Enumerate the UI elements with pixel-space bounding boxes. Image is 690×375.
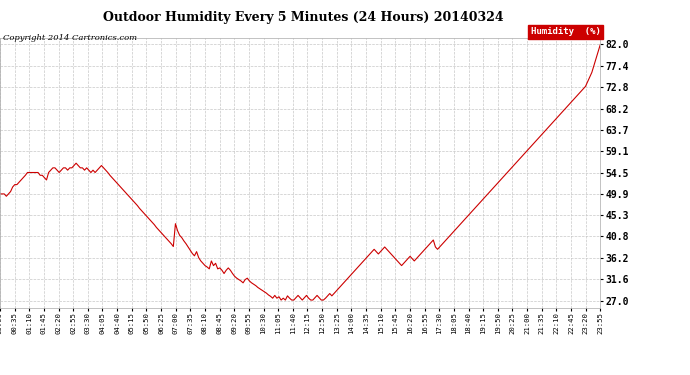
Text: Outdoor Humidity Every 5 Minutes (24 Hours) 20140324: Outdoor Humidity Every 5 Minutes (24 Hou…: [104, 11, 504, 24]
Text: Copyright 2014 Cartronics.com: Copyright 2014 Cartronics.com: [3, 34, 137, 42]
Text: Humidity  (%): Humidity (%): [531, 27, 601, 36]
